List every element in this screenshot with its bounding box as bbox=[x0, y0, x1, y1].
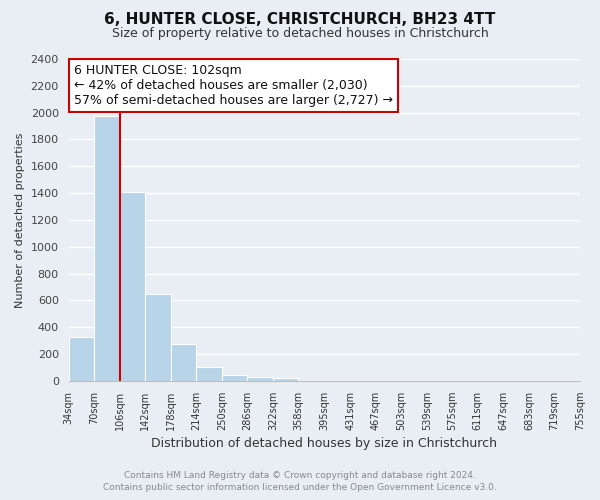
X-axis label: Distribution of detached houses by size in Christchurch: Distribution of detached houses by size … bbox=[151, 437, 497, 450]
Bar bbox=[68, 338, 94, 381]
Y-axis label: Number of detached properties: Number of detached properties bbox=[15, 132, 25, 308]
Bar bbox=[222, 375, 247, 381]
Bar bbox=[196, 368, 222, 381]
Text: Contains HM Land Registry data © Crown copyright and database right 2024.
Contai: Contains HM Land Registry data © Crown c… bbox=[103, 471, 497, 492]
Bar bbox=[170, 344, 196, 381]
Bar bbox=[273, 378, 298, 381]
Text: 6 HUNTER CLOSE: 102sqm
← 42% of detached houses are smaller (2,030)
57% of semi-: 6 HUNTER CLOSE: 102sqm ← 42% of detached… bbox=[74, 64, 392, 107]
Bar bbox=[94, 116, 119, 381]
Text: Size of property relative to detached houses in Christchurch: Size of property relative to detached ho… bbox=[112, 28, 488, 40]
Text: 6, HUNTER CLOSE, CHRISTCHURCH, BH23 4TT: 6, HUNTER CLOSE, CHRISTCHURCH, BH23 4TT bbox=[104, 12, 496, 28]
Bar bbox=[145, 294, 170, 381]
Bar bbox=[119, 192, 145, 381]
Bar bbox=[247, 377, 273, 381]
